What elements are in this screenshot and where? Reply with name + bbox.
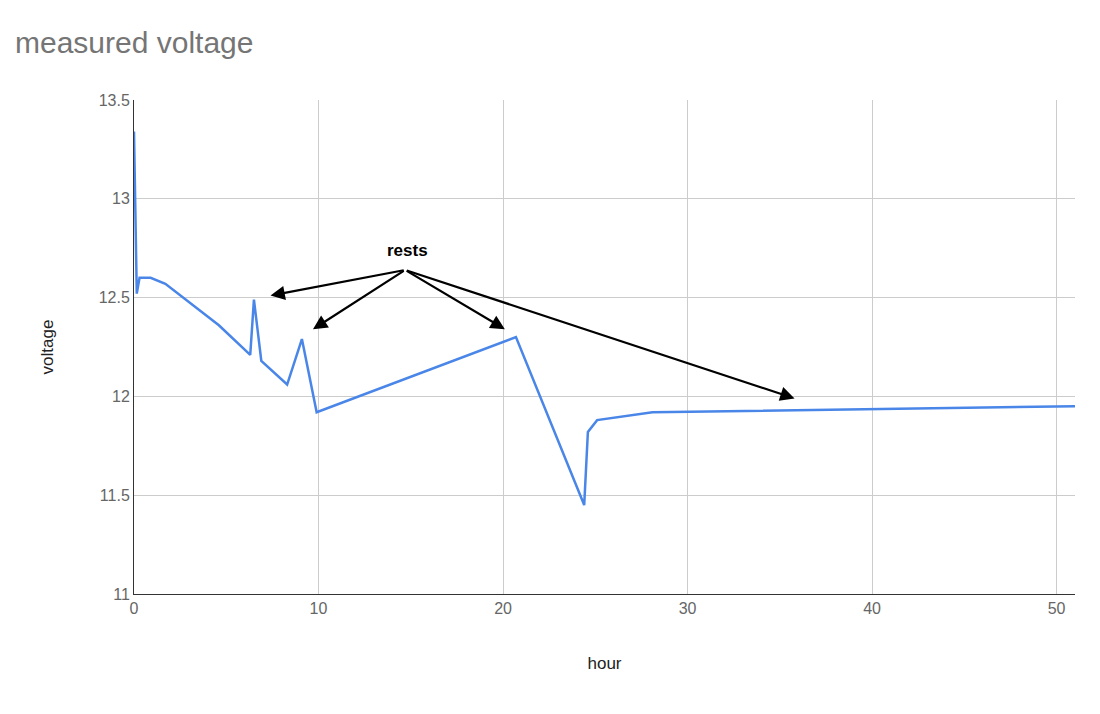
- svg-text:12.5: 12.5: [99, 289, 130, 306]
- svg-text:12: 12: [112, 388, 130, 405]
- svg-text:13.5: 13.5: [99, 92, 130, 109]
- svg-text:hour: hour: [587, 654, 621, 673]
- svg-text:40: 40: [863, 600, 881, 617]
- svg-text:10: 10: [310, 600, 328, 617]
- svg-text:30: 30: [679, 600, 697, 617]
- svg-text:rests: rests: [387, 241, 428, 260]
- svg-text:11: 11: [113, 586, 130, 603]
- svg-text:0: 0: [130, 600, 139, 617]
- svg-text:50: 50: [1048, 600, 1066, 617]
- svg-text:13: 13: [112, 190, 130, 207]
- svg-text:measured voltage: measured voltage: [15, 26, 253, 59]
- svg-text:11.5: 11.5: [100, 487, 130, 504]
- svg-text:voltage: voltage: [38, 320, 57, 375]
- svg-text:20: 20: [494, 600, 512, 617]
